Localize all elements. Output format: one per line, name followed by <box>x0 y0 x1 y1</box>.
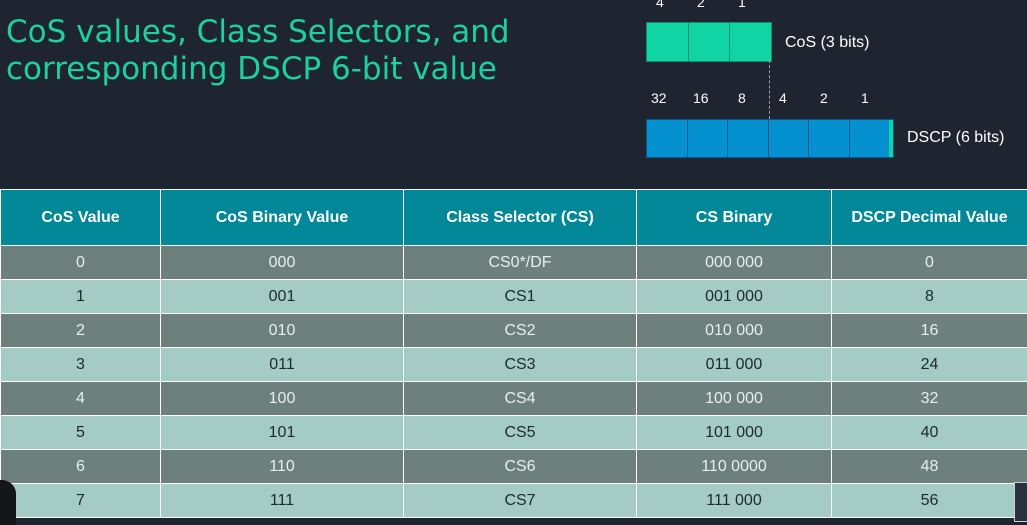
table-row: 4 100 CS4 100 000 32 <box>0 381 1027 416</box>
cell-cs-binary: 111 000 <box>636 483 832 518</box>
dscp-bit-cell <box>809 120 850 157</box>
dscp-bit-cell <box>647 120 688 157</box>
cos-bit-label: 4 <box>656 0 664 10</box>
cell-cos-binary: 111 <box>160 483 404 518</box>
cell-cos-binary: 110 <box>160 449 404 484</box>
col-header-cos-binary: CoS Binary Value <box>160 189 404 246</box>
cos-bit-box <box>646 22 772 62</box>
col-header-cs-binary: CS Binary <box>636 189 832 246</box>
cell-cs-binary: 110 0000 <box>636 449 832 484</box>
title-line-2: corresponding DSCP 6-bit value <box>6 51 497 87</box>
cell-class-selector: CS7 <box>403 483 637 518</box>
cell-dscp-decimal: 24 <box>831 347 1027 382</box>
dscp-bit-label: 2 <box>820 90 828 106</box>
table-row: 7 111 CS7 111 000 56 <box>0 483 1027 518</box>
cell-class-selector: CS5 <box>403 415 637 450</box>
cell-cs-binary: 101 000 <box>636 415 832 450</box>
cos-label: CoS (3 bits) <box>785 34 870 51</box>
cell-cs-binary: 010 000 <box>636 313 832 348</box>
dscp-bit-cell <box>728 120 769 157</box>
cell-dscp-decimal: 48 <box>831 449 1027 484</box>
cell-cos-value: 5 <box>0 415 161 450</box>
dscp-bit-cell <box>687 120 728 157</box>
cell-cos-value: 6 <box>0 449 161 484</box>
cell-class-selector: CS6 <box>403 449 637 484</box>
table-row: 5 101 CS5 101 000 40 <box>0 415 1027 450</box>
bit-diagram: 4 2 1 CoS (3 bits) 32 16 8 4 2 1 DSCP (6… <box>0 0 1027 190</box>
cell-cs-binary: 011 000 <box>636 347 832 382</box>
col-header-dscp-decimal: DSCP Decimal Value <box>831 189 1027 246</box>
overlay-control-button[interactable] <box>1014 482 1027 522</box>
dscp-bit-label: 16 <box>693 90 709 106</box>
cos-bit-cell <box>647 23 689 61</box>
cos-dscp-table: CoS Value CoS Binary Value Class Selecto… <box>0 189 1027 518</box>
cell-cos-value: 2 <box>0 313 161 348</box>
cell-class-selector: CS3 <box>403 347 637 382</box>
page-title: CoS values, Class Selectors, and corresp… <box>6 14 510 88</box>
dscp-bit-cell <box>768 120 809 157</box>
cell-dscp-decimal: 56 <box>831 483 1027 518</box>
bit-divider <box>769 60 770 119</box>
table-row: 1 001 CS1 001 000 8 <box>0 279 1027 314</box>
cell-cos-value: 7 <box>0 483 161 518</box>
cell-class-selector: CS2 <box>403 313 637 348</box>
cell-class-selector: CS0*/DF <box>403 245 637 280</box>
cell-dscp-decimal: 8 <box>831 279 1027 314</box>
cell-class-selector: CS1 <box>403 279 637 314</box>
cell-cs-binary: 000 000 <box>636 245 832 280</box>
cell-dscp-decimal: 16 <box>831 313 1027 348</box>
cell-cos-binary: 001 <box>160 279 404 314</box>
presenter-silhouette <box>0 480 16 525</box>
cell-cos-binary: 101 <box>160 415 404 450</box>
col-header-class-selector: Class Selector (CS) <box>403 189 637 246</box>
cos-bit-label: 1 <box>738 0 746 10</box>
cell-dscp-decimal: 40 <box>831 415 1027 450</box>
dscp-bit-cell <box>849 120 893 157</box>
dscp-bit-label: 32 <box>651 90 667 106</box>
cos-bit-cell <box>688 23 731 61</box>
cell-class-selector: CS4 <box>403 381 637 416</box>
table-row: 3 011 CS3 011 000 24 <box>0 347 1027 382</box>
dscp-bit-label: 1 <box>861 90 869 106</box>
dscp-label: DSCP (6 bits) <box>907 129 1005 146</box>
cell-cos-value: 3 <box>0 347 161 382</box>
table-header-row: CoS Value CoS Binary Value Class Selecto… <box>0 189 1027 246</box>
cell-cos-value: 4 <box>0 381 161 416</box>
dscp-bit-label: 4 <box>779 90 787 106</box>
cell-cos-binary: 010 <box>160 313 404 348</box>
cell-cos-value: 1 <box>0 279 161 314</box>
dscp-bit-box <box>646 119 894 158</box>
cell-cs-binary: 100 000 <box>636 381 832 416</box>
col-header-cos-value: CoS Value <box>0 189 161 246</box>
cell-cos-binary: 000 <box>160 245 404 280</box>
cell-cos-value: 0 <box>0 245 161 280</box>
cell-cos-binary: 100 <box>160 381 404 416</box>
table-row: 2 010 CS2 010 000 16 <box>0 313 1027 348</box>
cell-dscp-decimal: 0 <box>831 245 1027 280</box>
table-row: 6 110 CS6 110 0000 48 <box>0 449 1027 484</box>
title-line-1: CoS values, Class Selectors, and <box>6 14 510 50</box>
cell-cos-binary: 011 <box>160 347 404 382</box>
table-row: 0 000 CS0*/DF 000 000 0 <box>0 245 1027 280</box>
cos-bit-cell <box>730 23 772 61</box>
cell-cs-binary: 001 000 <box>636 279 832 314</box>
dscp-bit-label: 8 <box>738 90 746 106</box>
cos-bit-label: 2 <box>697 0 705 10</box>
cell-dscp-decimal: 32 <box>831 381 1027 416</box>
